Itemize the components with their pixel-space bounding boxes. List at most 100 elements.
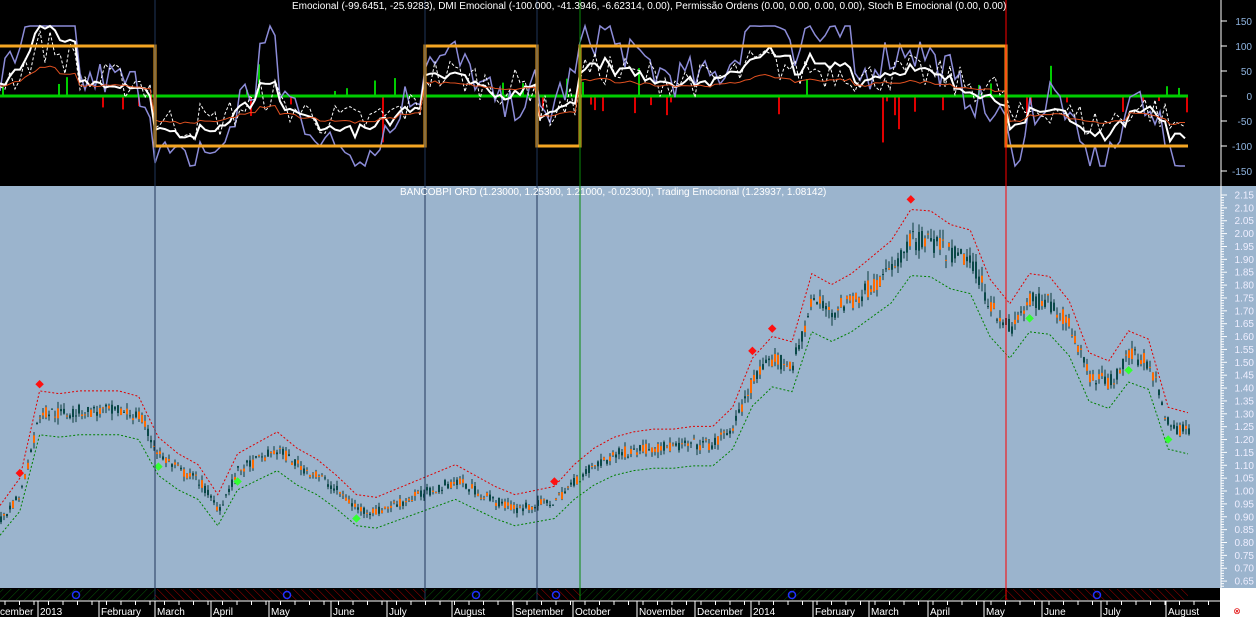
candle-up <box>567 486 569 488</box>
candle-up <box>42 412 44 416</box>
osc-bar-down <box>594 96 596 111</box>
candle-down <box>369 513 371 516</box>
close-icon: ⊗ <box>1233 606 1241 616</box>
candle-down <box>492 497 494 499</box>
candle-down <box>984 292 986 301</box>
candle-down <box>936 237 938 242</box>
candle-up <box>528 505 530 510</box>
candle-up <box>216 506 218 511</box>
candle-down <box>600 459 602 466</box>
lower-envelope <box>0 275 1189 536</box>
price-tick-label: 1.85 <box>1235 268 1255 279</box>
candle-up <box>1014 319 1016 325</box>
price-tick-label: 1.80 <box>1235 281 1255 292</box>
candle-down <box>780 355 782 370</box>
candle-up <box>1077 345 1079 353</box>
candle-down <box>21 486 23 488</box>
candle-down <box>429 487 431 496</box>
candle-down <box>1122 359 1124 370</box>
candle-up <box>408 498 410 501</box>
candle-down <box>573 477 575 486</box>
candle-up <box>243 468 245 472</box>
candle-down <box>648 449 650 451</box>
candle-up <box>888 268 890 270</box>
candle-up <box>156 452 158 455</box>
candle-up <box>435 492 437 494</box>
candle-up <box>1074 335 1076 343</box>
candle-down <box>969 255 971 263</box>
candle-up <box>720 432 722 435</box>
candle-up <box>252 459 254 469</box>
candle-up <box>717 436 719 445</box>
candle-down <box>726 433 728 436</box>
candle-down <box>1083 357 1085 363</box>
month-label: November <box>639 607 686 617</box>
candle-up <box>513 504 515 509</box>
price-tick-label: 0.95 <box>1235 499 1255 510</box>
candle-up <box>660 446 662 451</box>
candle-up <box>654 448 656 452</box>
candle-down <box>621 452 623 456</box>
candle-up <box>159 451 161 455</box>
month-label: July <box>1103 607 1121 617</box>
candle-down <box>63 408 65 414</box>
candle-up <box>1071 334 1073 336</box>
candle-up <box>1119 369 1121 374</box>
candle-down <box>1032 292 1034 302</box>
candle-down <box>960 249 962 254</box>
candle-up <box>234 476 236 481</box>
candle-down <box>423 493 425 498</box>
candle-down <box>522 508 524 512</box>
candle-up <box>630 449 632 454</box>
candle-down <box>831 312 833 318</box>
candle-down <box>0 516 2 523</box>
candle-up <box>45 407 47 418</box>
candle-down <box>792 365 794 371</box>
candle-up <box>777 354 779 365</box>
candle-down <box>246 460 248 463</box>
osc-white-line <box>0 24 1186 144</box>
month-label: August <box>454 607 485 617</box>
candle-up <box>312 473 314 475</box>
candle-down <box>147 428 149 436</box>
osc-tick-label: 100 <box>1235 42 1252 53</box>
candle-down <box>570 482 572 485</box>
candle-down <box>537 500 539 506</box>
candle-up <box>279 448 281 450</box>
candle-down <box>324 477 326 479</box>
candle-up <box>1068 318 1070 327</box>
candle-down <box>219 507 221 511</box>
candle-up <box>144 420 146 427</box>
price-tick-label: 1.55 <box>1235 345 1255 356</box>
price-tick-label: 1.30 <box>1235 409 1255 420</box>
osc-bar-up <box>258 64 260 96</box>
candle-down <box>675 443 677 446</box>
candle-up <box>876 280 878 290</box>
candle-up <box>1029 293 1031 306</box>
candle-up <box>486 492 488 496</box>
osc-bar-down <box>898 96 900 130</box>
candle-down <box>1116 368 1118 380</box>
candle-up <box>1056 314 1058 318</box>
candle-up <box>138 411 140 420</box>
candle-down <box>921 231 923 248</box>
candle-up <box>786 365 788 367</box>
candle-down <box>171 464 173 467</box>
candle-down <box>834 312 836 318</box>
candle-down <box>222 504 224 506</box>
cycle-marker-icon <box>787 590 797 600</box>
candle-up <box>804 325 806 333</box>
month-label: April <box>213 607 233 617</box>
candle-down <box>228 488 230 493</box>
osc-bar-up <box>2 86 4 96</box>
candle-up <box>1062 309 1064 324</box>
candle-up <box>771 359 773 367</box>
candle-up <box>264 457 266 461</box>
month-label: July <box>389 607 407 617</box>
candle-down <box>564 491 566 494</box>
candle-up <box>183 469 185 477</box>
candle-up <box>510 504 512 510</box>
osc-tick-label: 50 <box>1241 67 1253 78</box>
candle-down <box>1146 361 1148 369</box>
